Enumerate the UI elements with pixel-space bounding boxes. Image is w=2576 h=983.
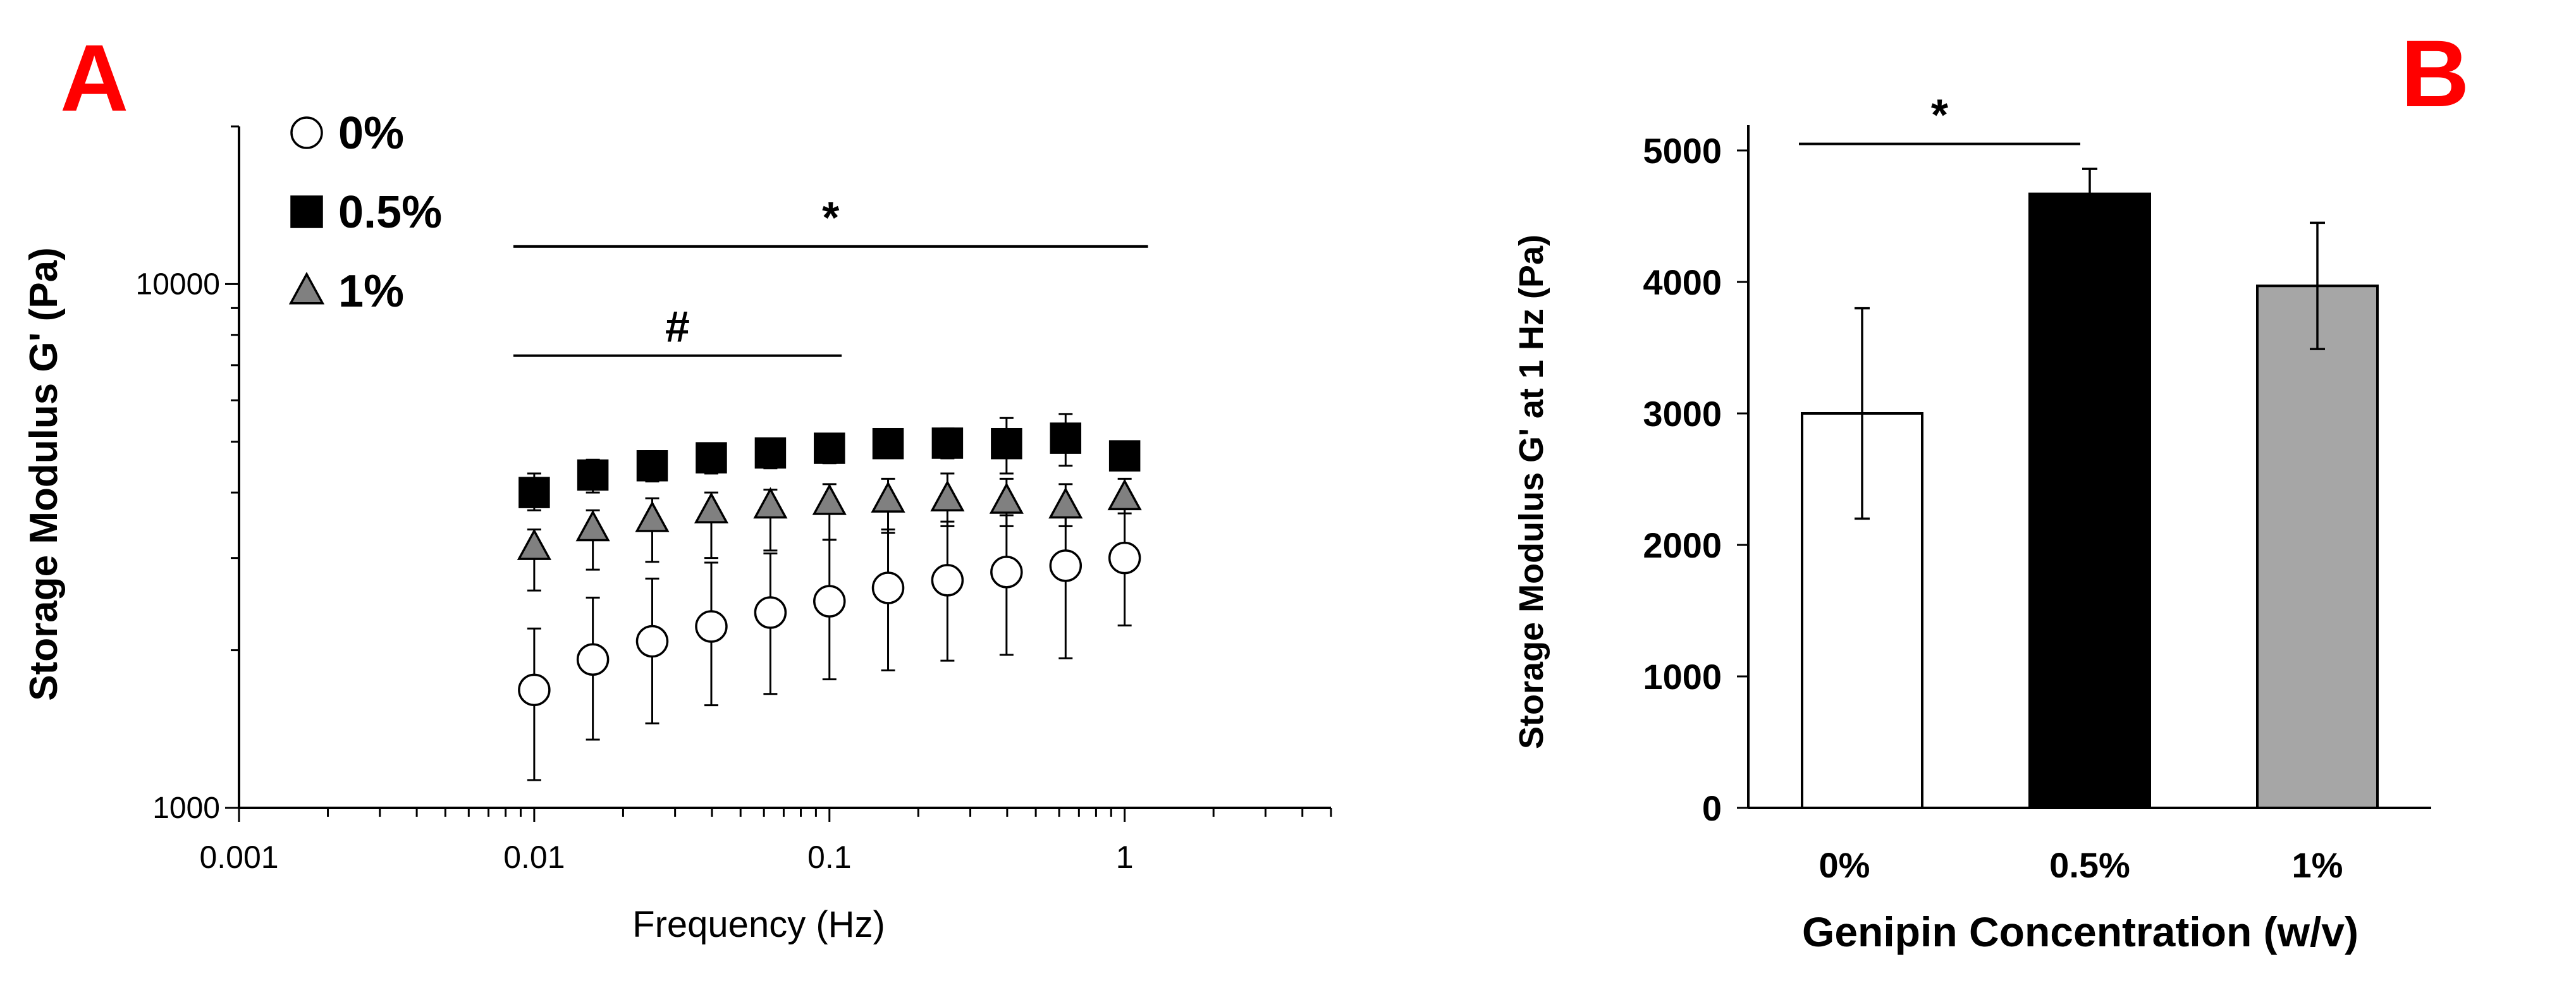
data-point-triangle [635, 501, 670, 532]
data-point-square [872, 427, 904, 460]
x-tick-label: 0% [1819, 845, 1870, 885]
y-tick-label: 4000 [1643, 262, 1722, 302]
y-tick-label: 1000 [1643, 657, 1722, 697]
data-point-circle [695, 610, 728, 643]
data-point-square [991, 427, 1022, 460]
data-point-triangle [517, 528, 551, 560]
data-point-square [814, 432, 845, 464]
data-point-circle [518, 673, 551, 707]
data-point-triangle [989, 482, 1024, 514]
panel-a-legend: 0% 0.5% 1% [288, 108, 442, 317]
data-point-square [577, 459, 609, 491]
data-point-circle [576, 643, 610, 676]
data-point-circle [635, 625, 669, 658]
legend-marker-triangle [288, 271, 325, 305]
y-tick-label: 5000 [1643, 131, 1722, 171]
data-point-triangle [753, 487, 788, 519]
significance-marker: # [665, 302, 690, 351]
panel-a-y-axis-title: Storage Modulus G' (Pa) [22, 247, 66, 700]
panel-b-chart: B 0 1000 2000 3000 4000 5000 0% 0.5% 1% * Genipi… [1512, 20, 2469, 955]
legend-label: 1% [338, 266, 404, 317]
legend-marker-circle [290, 116, 323, 149]
x-tick-label: 1% [2292, 845, 2343, 885]
data-point-square [754, 437, 787, 469]
data-point-triangle [930, 480, 965, 511]
panel-b-y-axis-title: Storage Modulus G' at 1 Hz (Pa) [1512, 235, 1550, 749]
y-tick-label: 0 [1702, 788, 1722, 828]
data-point-triangle [1107, 479, 1142, 511]
panel-b-label: B [2401, 20, 2469, 126]
panel-a-markers [517, 422, 1142, 707]
data-point-square [1108, 440, 1141, 472]
data-point-triangle [812, 483, 847, 515]
bar [2256, 284, 2379, 809]
x-tick-label: 0.5% [2049, 845, 2130, 885]
panel-b-error-bars [1855, 168, 2325, 520]
x-tick-label: 0.01 [503, 840, 565, 875]
legend-marker-square [290, 195, 323, 228]
data-point-square [931, 427, 964, 459]
data-point-triangle [1048, 487, 1083, 519]
data-point-circle [813, 585, 846, 618]
panel-a-label: A [60, 25, 128, 131]
data-point-circle [1049, 549, 1083, 582]
data-point-triangle [575, 510, 610, 542]
data-point-circle [754, 596, 787, 629]
panel-a-annotations: *# [513, 193, 1148, 357]
x-tick-label: 0.1 [807, 840, 852, 875]
data-point-circle [990, 556, 1023, 589]
x-tick-label: 0.001 [199, 840, 278, 875]
data-point-square [1050, 422, 1082, 454]
y-tick-label: 10000 [136, 267, 220, 301]
data-point-square [636, 450, 668, 482]
y-tick-label: 1000 [152, 791, 220, 825]
legend-label: 0% [338, 108, 404, 159]
y-tick-label: 2000 [1643, 525, 1722, 565]
panel-a-axes: 0.001 0.01 0.1 1 1000 10000 [136, 125, 1332, 875]
data-point-triangle [871, 481, 905, 513]
data-point-triangle [694, 492, 729, 523]
significance-marker: * [1931, 90, 1949, 140]
panel-b-annotations: * [1799, 90, 2080, 145]
y-tick-label: 3000 [1643, 394, 1722, 434]
data-point-circle [871, 571, 905, 604]
data-point-circle [931, 564, 964, 597]
x-tick-label: 1 [1116, 840, 1134, 875]
panel-b-x-axis-title: Genipin Concentration (w/v) [1802, 908, 2358, 955]
data-point-square [518, 477, 550, 508]
legend-label: 0.5% [338, 187, 442, 238]
panel-b-bars [1801, 192, 2379, 809]
data-point-circle [1108, 541, 1141, 575]
data-point-square [696, 442, 727, 473]
significance-marker: * [822, 193, 840, 242]
bar [2028, 192, 2151, 809]
panel-a-x-axis-title: Frequency (Hz) [632, 904, 885, 945]
